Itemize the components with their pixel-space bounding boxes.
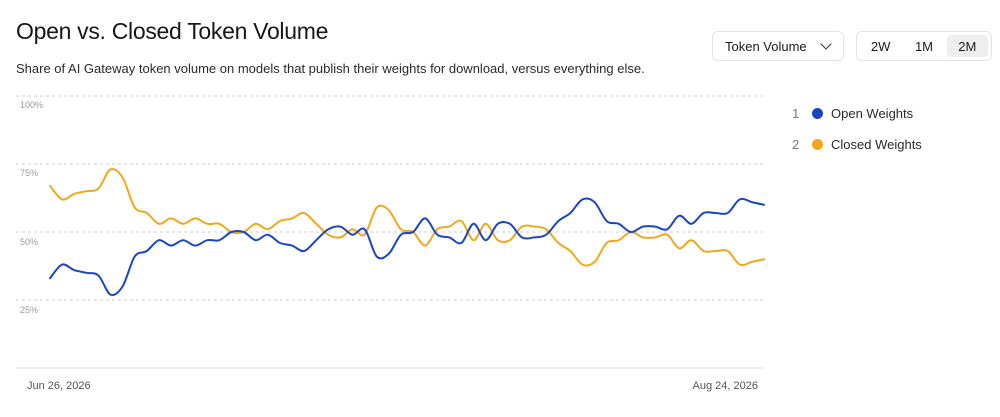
grid-lines xyxy=(16,95,764,301)
legend-item-closed-weights[interactable]: 2 Closed Weights xyxy=(792,129,922,160)
x-tick-end: Aug 24, 2026 xyxy=(693,380,758,392)
chart-title: Open vs. Closed Token Volume xyxy=(16,18,329,44)
chart-subtitle: Share of AI Gateway token volume on mode… xyxy=(16,61,645,76)
legend-index: 2 xyxy=(792,137,800,152)
y-tick-25: 25% xyxy=(20,305,38,315)
range-1m-button[interactable]: 1M xyxy=(914,38,934,54)
legend-dot-icon xyxy=(812,139,823,150)
legend-dot-icon xyxy=(812,108,823,119)
y-tick-50: 50% xyxy=(20,237,38,247)
y-axis-ticks: 100% 75% 50% 25% xyxy=(20,100,43,315)
time-range-selector: 2W 1M 2M xyxy=(856,31,992,61)
metric-dropdown[interactable]: Token Volume xyxy=(712,31,844,61)
legend-label: Open Weights xyxy=(831,106,914,121)
chart-legend: 1 Open Weights 2 Closed Weights xyxy=(792,98,922,160)
legend-item-open-weights[interactable]: 1 Open Weights xyxy=(792,98,922,129)
x-tick-start: Jun 26, 2026 xyxy=(27,380,91,392)
y-tick-75: 75% xyxy=(20,168,38,178)
range-2m-button[interactable]: 2M xyxy=(946,35,988,57)
legend-index: 1 xyxy=(792,106,800,121)
metric-dropdown-label: Token Volume xyxy=(725,38,807,54)
y-tick-100: 100% xyxy=(20,100,43,110)
series-line-open-weights xyxy=(49,197,765,297)
series-line-closed-weights xyxy=(49,167,765,267)
range-2w-button[interactable]: 2W xyxy=(870,38,891,54)
legend-label: Closed Weights xyxy=(831,137,922,152)
